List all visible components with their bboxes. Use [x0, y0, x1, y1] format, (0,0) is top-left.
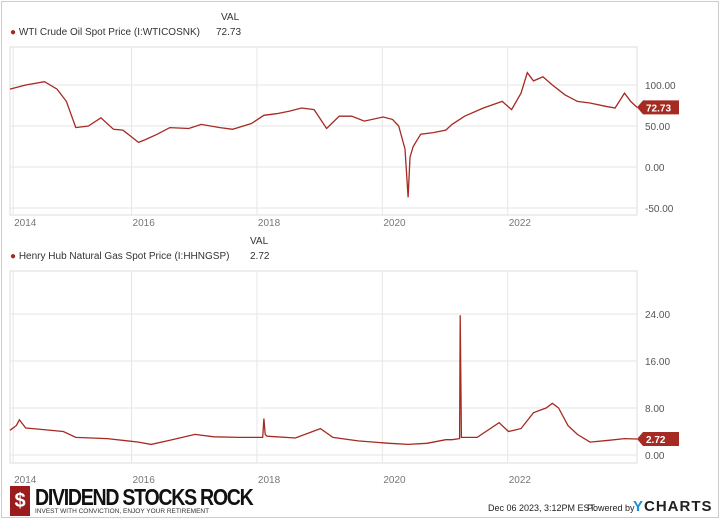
- x-tick-label: 2018: [258, 218, 281, 229]
- ycharts-logo[interactable]: YCHARTS: [633, 498, 713, 515]
- x-tick-label: 2018: [258, 475, 281, 486]
- legend-dot-icon: ●: [10, 251, 19, 262]
- last-value-flag: [637, 100, 679, 115]
- legend-dot-icon: ●: [10, 27, 19, 38]
- brand-tagline: INVEST WITH CONVICTION, ENJOY YOUR RETIR…: [35, 508, 210, 515]
- y-tick-label: 100.00: [645, 81, 676, 92]
- dollar-icon: $: [10, 486, 30, 516]
- legend-gas-label: Henry Hub Natural Gas Spot Price (I:HHNG…: [18, 251, 230, 262]
- y-tick-label: 8.00: [645, 404, 665, 415]
- x-tick-label: 2022: [509, 475, 532, 486]
- x-tick-label: 2016: [133, 475, 156, 486]
- legend-oil-value: 72.73: [216, 27, 242, 38]
- y-tick-label: -50.00: [645, 204, 674, 215]
- y-tick-label: 50.00: [645, 122, 670, 133]
- x-tick-label: 2022: [509, 218, 532, 229]
- last-value-flag: [637, 432, 679, 447]
- legend-gas-value: 2.72: [250, 251, 270, 262]
- x-tick-label: 2020: [383, 218, 406, 229]
- brand-name: DIVIDEND STOCKS ROCK: [35, 484, 254, 510]
- series-line: [9, 315, 638, 446]
- x-tick-label: 2014: [14, 475, 37, 486]
- x-tick-label: 2020: [383, 475, 406, 486]
- last-value-label: 72.73: [646, 103, 671, 114]
- x-tick-label: 2014: [14, 218, 37, 229]
- plot-area: [9, 270, 638, 464]
- y-tick-label: 24.00: [645, 310, 670, 321]
- legend-oil-label: WTI Crude Oil Spot Price (I:WTICOSNK): [18, 27, 200, 38]
- y-tick-label: 16.00: [645, 357, 670, 368]
- timestamp: Dec 06 2023, 3:12PM EST.: [488, 503, 597, 513]
- legend-gas[interactable]: ● Henry Hub Natural Gas Spot Price (I:HH…: [10, 251, 229, 262]
- plot-area: [9, 46, 638, 216]
- legend-val-header: VAL: [221, 12, 240, 23]
- powered-by: Powered by: [587, 503, 635, 513]
- y-tick-label: 0.00: [645, 163, 665, 174]
- ycharts-logo-text: YCHARTS: [633, 498, 713, 515]
- x-tick-label: 2016: [133, 218, 156, 229]
- last-value-label: 2.72: [646, 435, 666, 446]
- series-line: [9, 71, 638, 198]
- y-tick-label: 0.00: [645, 451, 665, 462]
- legend-val-header-2: VAL: [250, 236, 269, 247]
- legend-oil[interactable]: ● WTI Crude Oil Spot Price (I:WTICOSNK): [10, 27, 200, 38]
